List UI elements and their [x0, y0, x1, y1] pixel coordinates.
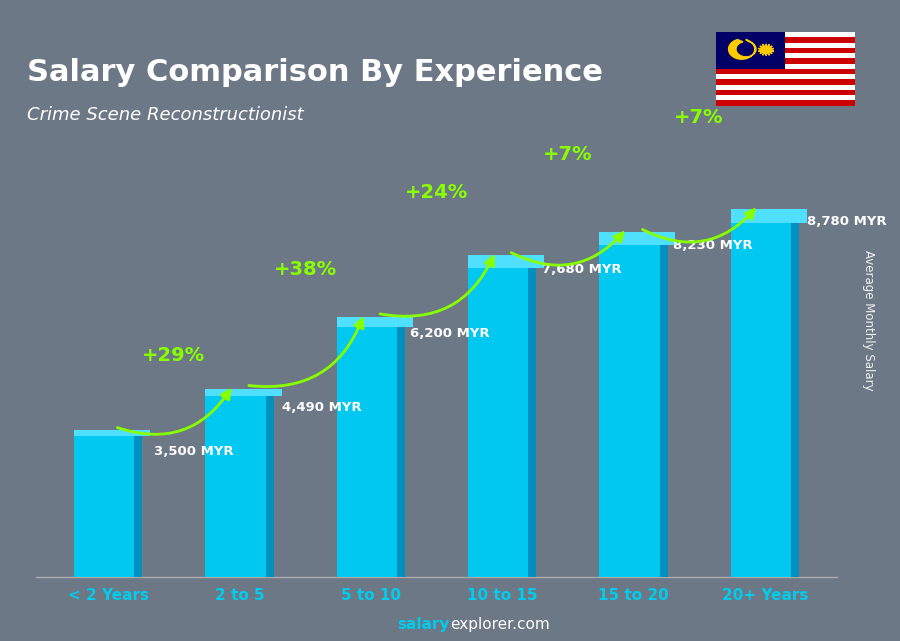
Bar [337, 317, 413, 327]
Text: Average Monthly Salary: Average Monthly Salary [862, 250, 875, 391]
Text: 3,500 MYR: 3,500 MYR [154, 444, 234, 458]
Bar [716, 74, 855, 79]
Bar [74, 430, 142, 577]
Polygon shape [729, 40, 756, 59]
Bar [716, 96, 855, 101]
Text: 8,230 MYR: 8,230 MYR [673, 238, 752, 251]
Text: explorer.com: explorer.com [450, 617, 550, 633]
Bar [716, 85, 855, 90]
Bar [397, 317, 405, 577]
Bar [716, 53, 855, 58]
Text: 6,200 MYR: 6,200 MYR [410, 327, 490, 340]
Bar [716, 69, 855, 74]
Text: +29%: +29% [142, 346, 205, 365]
Bar [599, 231, 676, 246]
Bar [599, 231, 668, 577]
Bar [716, 32, 785, 69]
Bar [716, 32, 855, 37]
Bar [337, 317, 405, 577]
Bar [74, 430, 150, 436]
Bar [731, 208, 806, 223]
Bar [134, 430, 142, 577]
Bar [528, 254, 536, 577]
Bar [716, 79, 855, 85]
Text: +7%: +7% [674, 108, 724, 127]
Text: 4,490 MYR: 4,490 MYR [282, 401, 361, 414]
Bar [716, 48, 855, 53]
Text: +24%: +24% [405, 183, 468, 202]
Bar [266, 388, 274, 577]
Text: salary: salary [398, 617, 450, 633]
Bar [716, 63, 855, 69]
Text: Crime Scene Reconstructionist: Crime Scene Reconstructionist [27, 106, 303, 124]
Bar [716, 101, 855, 106]
Bar [716, 42, 855, 48]
Text: Salary Comparison By Experience: Salary Comparison By Experience [27, 58, 603, 87]
Bar [791, 208, 799, 577]
Bar [660, 231, 668, 577]
Bar [716, 90, 855, 96]
Bar [468, 254, 544, 267]
Text: 7,680 MYR: 7,680 MYR [542, 263, 621, 276]
Polygon shape [759, 44, 774, 56]
Bar [205, 388, 282, 396]
Bar [716, 58, 855, 63]
Text: +7%: +7% [543, 146, 592, 165]
Bar [468, 254, 536, 577]
Bar [731, 208, 799, 577]
Text: +38%: +38% [274, 260, 337, 279]
Text: 8,780 MYR: 8,780 MYR [806, 215, 886, 228]
Bar [205, 388, 274, 577]
Bar [716, 37, 855, 42]
